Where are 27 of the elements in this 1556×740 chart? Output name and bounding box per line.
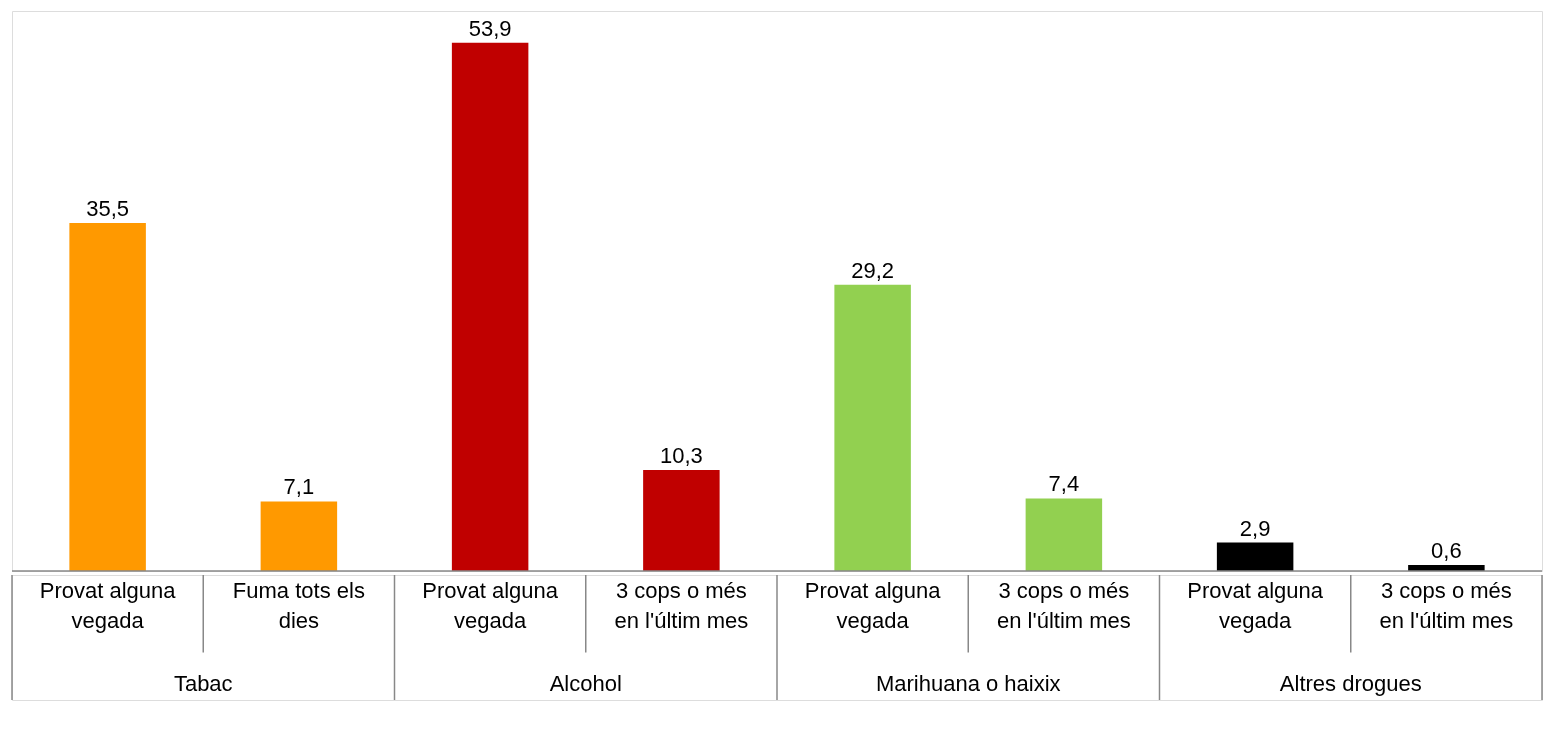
data-label: 53,9 — [468, 15, 512, 41]
data-label: 7,1 — [283, 474, 315, 500]
data-label: 7,4 — [1048, 471, 1080, 497]
text: Marihuana o haixix — [875, 670, 1061, 696]
data-label: 2,9 — [1239, 515, 1271, 541]
data-label: 0,6 — [1431, 538, 1462, 564]
text: Altres drogues — [1279, 670, 1422, 696]
data-label: 10,3 — [659, 443, 703, 469]
bar — [643, 470, 720, 571]
x-tick-label: 3 cops o més en l'últim mes — [1379, 578, 1514, 634]
data-label: 35,5 — [86, 196, 130, 222]
text: Alcohol — [549, 670, 622, 696]
bar — [451, 42, 529, 571]
x-tick-label: Provat alguna vegada — [1187, 578, 1324, 634]
text: Tabac — [173, 670, 233, 696]
bar — [260, 501, 338, 571]
bar — [69, 223, 146, 571]
bar — [1216, 542, 1294, 571]
x-tick-label: Provat alguna vegada — [804, 578, 942, 634]
data-label: 29,2 — [851, 257, 895, 283]
x-tick-label: 3 cops o més en l'últim mes — [614, 578, 749, 634]
bar — [1025, 498, 1103, 571]
bar — [834, 284, 911, 571]
x-tick-label: Provat alguna vegada — [422, 578, 559, 634]
x-tick-label: Fuma tots els dies — [232, 578, 365, 634]
x-tick-label: Provat alguna vegada — [39, 578, 177, 634]
x-tick-label: 3 cops o més en l'últim mes — [996, 578, 1131, 634]
